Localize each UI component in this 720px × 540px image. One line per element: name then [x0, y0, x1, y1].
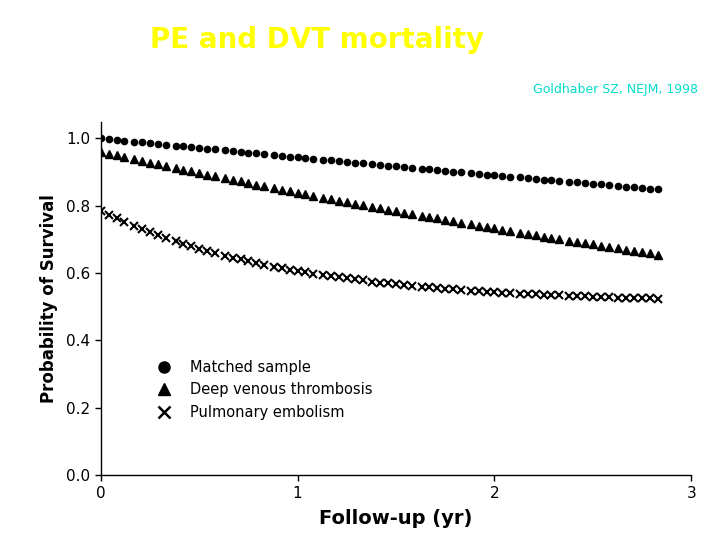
Y-axis label: Probability of Survival: Probability of Survival	[40, 194, 58, 403]
Text: PE and DVT mortality: PE and DVT mortality	[150, 26, 484, 54]
Legend: Matched sample, Deep venous thrombosis, Pulmonary embolism: Matched sample, Deep venous thrombosis, …	[143, 354, 379, 426]
Text: Goldhaber SZ, NEJM, 1998: Goldhaber SZ, NEJM, 1998	[534, 83, 698, 96]
X-axis label: Follow-up (yr): Follow-up (yr)	[319, 509, 473, 528]
